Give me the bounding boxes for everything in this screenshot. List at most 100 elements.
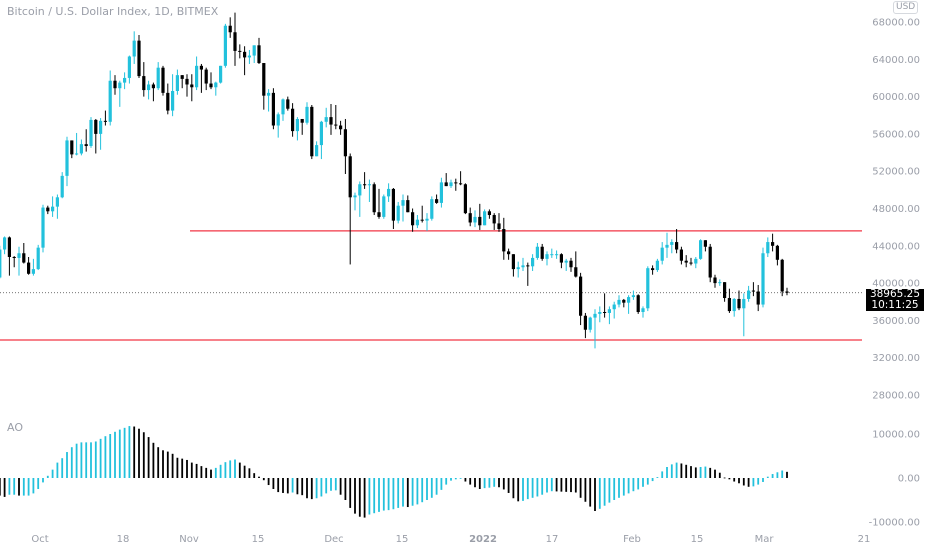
candle — [675, 229, 679, 254]
ao-bar — [238, 462, 241, 478]
candle-body — [454, 182, 458, 184]
ao-bar — [56, 462, 59, 478]
candle-body — [569, 260, 573, 268]
candle-body — [756, 291, 760, 305]
candle — [636, 294, 640, 314]
candle-body — [718, 282, 722, 284]
ao-bar — [354, 478, 356, 514]
ao-bar — [205, 467, 208, 478]
ao-bar — [330, 478, 332, 491]
ao-bar — [656, 477, 659, 478]
candle-body — [435, 199, 439, 203]
candle — [276, 112, 280, 138]
ao-bar — [747, 478, 750, 487]
ao-bar — [776, 472, 779, 478]
candle — [65, 136, 69, 187]
ao-tick-label: -10000.00 — [869, 518, 920, 529]
ao-bar — [526, 478, 529, 500]
candle — [348, 153, 352, 265]
candle — [94, 118, 98, 154]
candle-body — [675, 242, 679, 250]
candle — [305, 102, 309, 125]
ao-bar — [522, 478, 524, 501]
candle-body — [171, 91, 175, 111]
candle-body — [588, 317, 592, 330]
ao-bar — [550, 478, 553, 492]
ao-axis[interactable]: 10000.00 0.00 -10000.00 — [869, 430, 920, 529]
candle — [617, 295, 621, 308]
ao-bar — [94, 441, 97, 478]
ao-bar — [584, 478, 587, 502]
candle-body — [382, 196, 386, 217]
candle — [17, 246, 21, 276]
candle-body — [655, 260, 659, 271]
candle — [699, 239, 703, 260]
candle-body — [180, 75, 184, 79]
price-axis[interactable]: 68000.00 64000.00 60000.00 56000.00 52000.00… — [872, 18, 920, 402]
ao-bar — [147, 437, 150, 478]
ao-bar — [742, 478, 745, 486]
candle — [545, 251, 549, 266]
candle-body — [593, 313, 597, 318]
ao-bar — [666, 467, 668, 478]
ao-bar — [445, 478, 448, 485]
time-tick-label: Oct — [31, 534, 48, 545]
time-axis[interactable]: Oct 18 Nov 15 Dec 15 2022 17 Feb 15 Mar 21 — [31, 534, 870, 545]
ao-bar — [42, 478, 44, 483]
candle-body — [281, 99, 285, 115]
candle — [737, 290, 741, 311]
candle-body — [550, 254, 554, 256]
candle-body — [190, 84, 194, 88]
currency-button[interactable]: USD — [893, 1, 919, 14]
candle — [132, 31, 136, 64]
ao-bar — [358, 478, 361, 517]
candle — [329, 104, 333, 135]
candle-body — [391, 188, 395, 221]
candle — [564, 258, 568, 271]
ao-bar — [406, 478, 409, 508]
ao-indicator-label[interactable]: AO — [7, 421, 23, 434]
ao-bar — [642, 478, 644, 487]
ao-bar — [133, 426, 136, 478]
candle — [27, 256, 31, 275]
ao-bar — [277, 478, 280, 493]
ao-bar — [291, 478, 294, 493]
candle — [358, 181, 362, 217]
ao-bar — [334, 478, 337, 491]
candle-body — [775, 245, 779, 260]
candle — [622, 298, 626, 308]
ao-bar — [426, 478, 428, 500]
candle — [785, 287, 789, 296]
candle-body — [771, 242, 775, 246]
ao-bar — [315, 478, 318, 499]
ao-bar — [373, 478, 376, 514]
candle — [401, 194, 405, 222]
candle-body — [175, 75, 179, 92]
ao-bar — [32, 478, 35, 494]
candle-body — [751, 290, 755, 292]
candle-body — [487, 211, 491, 216]
candle-body — [780, 259, 784, 292]
candle-body — [766, 242, 770, 254]
candle-body — [137, 40, 141, 77]
ao-bar — [104, 436, 107, 478]
candle — [751, 282, 755, 297]
ao-bar — [171, 453, 174, 478]
candle — [507, 248, 511, 260]
candle — [713, 274, 717, 288]
candle — [742, 293, 746, 337]
ao-bar — [325, 478, 328, 494]
candle-body — [55, 197, 59, 207]
ao-bar — [762, 478, 764, 482]
candle — [142, 62, 146, 97]
candle-body — [7, 237, 11, 257]
candle — [22, 243, 26, 264]
candle-body — [228, 25, 232, 33]
candle-body — [660, 247, 664, 261]
ao-bar — [282, 478, 284, 493]
ao-bar — [680, 463, 683, 478]
candle — [137, 35, 141, 78]
candle-body — [411, 212, 415, 226]
candle-body — [310, 106, 314, 157]
